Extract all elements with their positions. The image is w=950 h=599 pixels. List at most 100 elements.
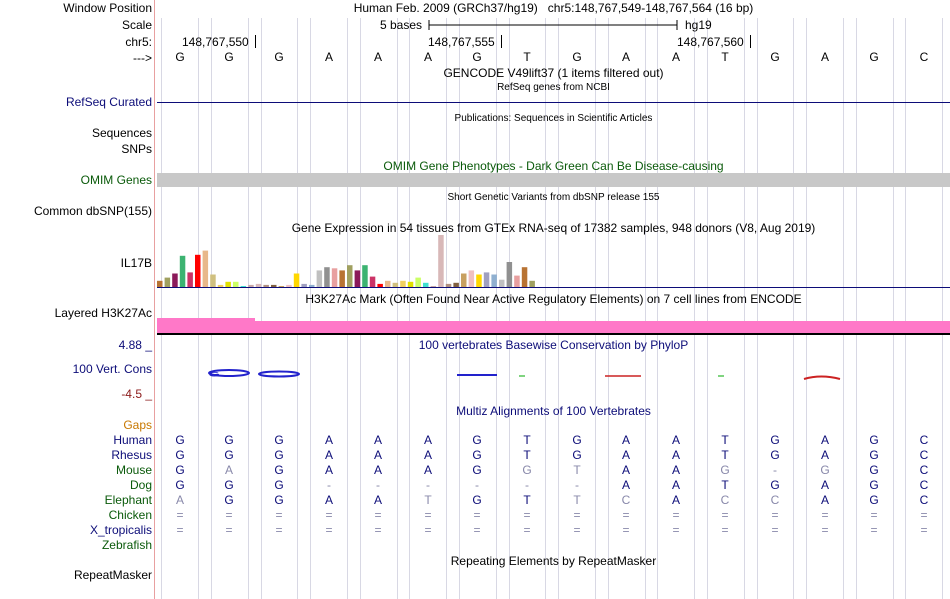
gtex-tissue-bar[interactable] — [271, 284, 277, 287]
refseq-track-line[interactable] — [157, 102, 950, 103]
gtex-tissue-bar[interactable] — [263, 284, 269, 287]
gtex-tissue-bar[interactable] — [514, 275, 520, 287]
gtex-tissue-bar[interactable] — [225, 281, 231, 287]
position-tick — [501, 35, 502, 48]
species-label-elephant[interactable]: Elephant — [104, 493, 152, 507]
base-grid-line — [645, 18, 646, 599]
aligned-base: G — [224, 493, 234, 507]
gtex-tissue-bar[interactable] — [331, 268, 338, 287]
species-label-gaps[interactable]: Gaps — [123, 418, 152, 432]
gtex-tissue-bar[interactable] — [415, 277, 421, 287]
aligned-base: = — [771, 508, 779, 522]
aligned-base: A — [671, 493, 680, 507]
gtex-tissue-bar[interactable] — [301, 283, 307, 287]
base-grid-line — [397, 18, 398, 599]
gtex-tissue-bar[interactable] — [506, 262, 513, 287]
aligned-base: - — [426, 478, 430, 492]
gtex-tissue-bar[interactable] — [217, 284, 224, 287]
reference-base: A — [423, 50, 432, 64]
gtex-tissue-bar[interactable] — [430, 286, 437, 287]
gtex-tissue-bar[interactable] — [385, 280, 391, 287]
gtex-tissue-bar[interactable] — [453, 282, 459, 287]
phylop-label[interactable]: 100 Vert. Cons — [72, 362, 152, 376]
gtex-tissue-bar[interactable] — [362, 265, 368, 287]
reference-base: G — [175, 50, 185, 64]
gtex-tissue-bar[interactable] — [202, 250, 209, 287]
gtex-tissue-bar[interactable] — [407, 281, 414, 287]
scale-label: Scale — [121, 18, 152, 32]
gtex-tissue-bar[interactable] — [468, 270, 475, 287]
gtex-tissue-bar[interactable] — [187, 272, 193, 287]
chrom-label: chr5: — [125, 35, 152, 49]
gtex-tissue-bar[interactable] — [255, 283, 262, 287]
gtex-tissue-bar[interactable] — [369, 276, 376, 287]
gtex-tissue-bar[interactable] — [483, 272, 490, 287]
refseq-curated-label[interactable]: RefSeq Curated — [65, 95, 152, 109]
aligned-base: = — [424, 523, 432, 537]
gtex-tissue-bar[interactable] — [233, 281, 239, 287]
gtex-tissue-bar[interactable] — [316, 270, 323, 287]
species-label-chicken[interactable]: Chicken — [108, 508, 152, 522]
gencode-track-title[interactable]: GENCODE V49lift37 (1 items filtered out) — [443, 66, 664, 80]
reference-base: T — [721, 50, 729, 64]
snps-label[interactable]: SNPs — [121, 142, 152, 156]
gtex-tissue-bar[interactable] — [286, 284, 292, 287]
gtex-tissue-bar[interactable] — [164, 277, 171, 287]
species-label-zebrafish[interactable]: Zebrafish — [101, 538, 152, 552]
aligned-base: - — [773, 463, 777, 477]
gtex-tissue-bar[interactable] — [309, 284, 315, 287]
gtex-tissue-bar[interactable] — [423, 282, 429, 287]
gtex-tissue-bar[interactable] — [179, 255, 186, 287]
species-label-rhesus[interactable]: Rhesus — [111, 448, 152, 462]
aligned-base: G — [869, 433, 879, 447]
omim-genes-label[interactable]: OMIM Genes — [80, 173, 152, 187]
gtex-tissue-bar[interactable] — [195, 254, 201, 287]
gtex-tissue-bar[interactable] — [172, 273, 178, 288]
gtex-tissue-bar[interactable] — [438, 235, 444, 287]
aligned-base: = — [821, 508, 829, 522]
repeatmasker-label[interactable]: RepeatMasker — [73, 568, 152, 582]
species-label-dog[interactable]: Dog — [129, 478, 152, 492]
gtex-tissue-bar[interactable] — [529, 280, 535, 287]
h3k27ac-label[interactable]: Layered H3K27Ac — [54, 306, 152, 320]
gtex-tissue-bar[interactable] — [347, 265, 353, 287]
gtex-tissue-bar[interactable] — [354, 270, 361, 287]
gtex-tissue-bar[interactable] — [324, 267, 330, 287]
species-label-x_tropicalis[interactable]: X_tropicalis — [89, 523, 152, 537]
aligned-base: T — [424, 493, 432, 507]
omim-gene-bar[interactable] — [157, 173, 950, 187]
base-grid-line — [211, 18, 212, 599]
aligned-base: = — [374, 508, 382, 522]
gtex-bar-chart[interactable] — [157, 235, 950, 290]
gtex-tissue-bar[interactable] — [400, 280, 406, 287]
aligned-base: = — [523, 523, 531, 537]
gtex-tissue-bar[interactable] — [157, 280, 163, 287]
gtex-gene-label[interactable]: IL17B — [120, 256, 152, 270]
gtex-tissue-bar[interactable] — [240, 286, 247, 287]
aligned-base: = — [870, 523, 878, 537]
sequences-label[interactable]: Sequences — [91, 126, 152, 140]
gtex-tissue-bar[interactable] — [499, 279, 505, 287]
aligned-base: = — [573, 508, 581, 522]
species-label-mouse[interactable]: Mouse — [115, 463, 152, 477]
gtex-tissue-bar[interactable] — [521, 267, 528, 287]
base-grid-line — [310, 18, 311, 599]
species-label-human[interactable]: Human — [113, 433, 152, 447]
gtex-tissue-bar[interactable] — [210, 274, 216, 288]
gtex-tissue-bar[interactable] — [461, 273, 467, 288]
gtex-tissue-bar[interactable] — [339, 270, 345, 287]
gtex-tissue-bar[interactable] — [248, 284, 254, 287]
gtex-tissue-bar[interactable] — [293, 273, 300, 288]
common-dbsnp-label[interactable]: Common dbSNP(155) — [33, 204, 152, 218]
aligned-base: A — [324, 463, 333, 477]
gtex-tissue-bar[interactable] — [445, 283, 452, 287]
gtex-tissue-bar[interactable] — [476, 274, 482, 288]
h3k27ac-signal[interactable] — [157, 321, 950, 333]
gtex-tissue-bar[interactable] — [392, 282, 399, 287]
position-tick — [750, 35, 751, 48]
gtex-tissue-bar[interactable] — [278, 286, 285, 287]
phylop-conservation-plot[interactable]: G — [157, 366, 950, 386]
gtex-tissue-bar[interactable] — [491, 274, 497, 288]
gtex-tissue-bar[interactable] — [377, 283, 383, 287]
